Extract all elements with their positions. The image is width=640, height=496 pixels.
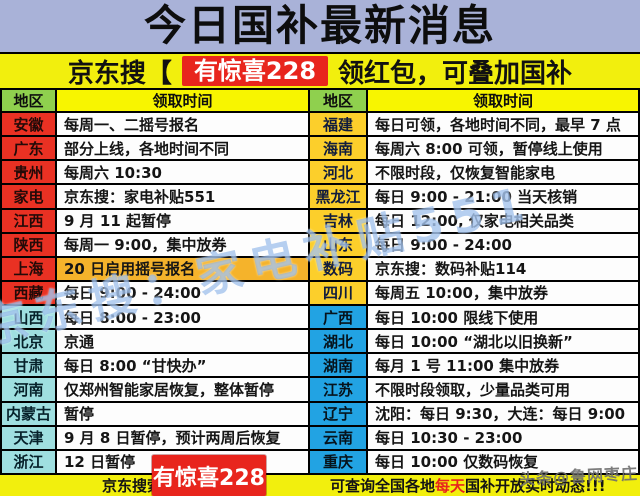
region-cell: 江西 — [2, 209, 55, 232]
region-cell: 云南 — [310, 426, 366, 449]
region-cell: 陕西 — [2, 233, 55, 256]
time-cell: 每日 10:00 仅数码恢复 — [368, 450, 638, 473]
page-title: 今日国补最新消息 — [143, 1, 496, 50]
region-cell: 辽宁 — [310, 402, 366, 425]
footer-text: 可查询全国各地每天国补开放实时动态!!! — [330, 477, 606, 495]
time-cell-highlighted: 20 日启用摇号报名 — [57, 257, 308, 280]
title-bar: 今日国补最新消息 — [0, 0, 640, 52]
region-cell: 广西 — [310, 306, 366, 329]
region-cell: 贵州 — [2, 161, 55, 184]
region-cell: 甘肃 — [2, 354, 55, 377]
surprise-badge-bottom: 有惊喜228 — [152, 455, 266, 496]
time-cell: 不限时段领取，少量品类可用 — [368, 378, 638, 401]
region-cell: 黑龙江 — [310, 185, 366, 208]
subsidy-table: 地区 领取时间 地区 领取时间 安徽 每周一、二摇号报名 福建 每日可领，各地时… — [0, 88, 640, 475]
time-cell: 每日 10:00 “湖北以旧换新” — [368, 330, 638, 353]
region-cell: 天津 — [2, 426, 55, 449]
region-cell: 上海 — [2, 257, 55, 280]
region-cell: 山西 — [2, 306, 55, 329]
region-cell: 浙江 — [2, 450, 55, 473]
region-cell: 家电 — [2, 185, 55, 208]
time-cell: 9 月 8 日暂停，预计两周后恢复 — [57, 426, 308, 449]
time-cell: 每日 9:00 - 24:00 — [368, 233, 638, 256]
time-cell: 每日 9:00 - 21:00 当天核销 — [368, 185, 638, 208]
region-cell: 海南 — [310, 137, 366, 160]
time-cell: 每周一、二摇号报名 — [57, 113, 308, 136]
header-time-left: 领取时间 — [57, 90, 308, 111]
region-cell: 四川 — [310, 281, 366, 305]
region-cell: 数码 — [310, 257, 366, 280]
time-cell: 每日 9:00 - 24:00 — [57, 281, 308, 305]
promo-prefix: 京东搜【 — [67, 58, 172, 89]
time-cell: 每日 12:00, 仅家电相关品类 — [368, 209, 638, 232]
time-cell: 京东搜：数码补贴114 — [368, 257, 638, 280]
time-cell: 不限时段，仅恢复智能家电 — [368, 161, 638, 184]
time-cell: 京东搜：家电补贴551 — [57, 185, 308, 208]
region-cell: 北京 — [2, 330, 55, 353]
region-cell: 福建 — [310, 113, 366, 136]
time-cell: 每日可领，各地时间不同，最早 7 点 — [368, 113, 638, 136]
time-cell: 每周六 8:00 可领，暂停线上使用 — [368, 137, 638, 160]
header-region-right: 地区 — [310, 90, 366, 111]
time-cell: 沈阳：每日 9:30，大连：每日 9:00 — [368, 402, 638, 425]
time-cell: 每日 8:00 “甘快办” — [57, 354, 308, 377]
footer-prefix: 京东搜索 — [102, 477, 163, 495]
region-cell: 内蒙古 — [2, 402, 55, 425]
time-cell: 每周六 10:30 — [57, 161, 308, 184]
region-cell: 山东 — [310, 233, 366, 256]
time-cell: 每月 1 号 11:00 集中放券 — [368, 354, 638, 377]
region-cell: 广东 — [2, 137, 55, 160]
footer-highlight: 每天 — [435, 477, 466, 495]
header-time-right: 领取时间 — [368, 90, 638, 111]
time-cell: 仅郑州智能家居恢复，整体暂停 — [57, 378, 308, 401]
region-cell: 湖北 — [310, 330, 366, 353]
time-cell: 每周五 10:00，集中放券 — [368, 281, 638, 305]
time-cell: 9 月 11 起暂停 — [57, 209, 308, 232]
region-cell: 吉林 — [310, 209, 366, 232]
time-cell: 京通 — [57, 330, 308, 353]
region-cell: 湖南 — [310, 354, 366, 377]
time-cell: 每周一 9:00，集中放券 — [57, 233, 308, 256]
region-cell: 河南 — [2, 378, 55, 401]
promo-suffix: 领红包，可叠加国补 — [338, 58, 573, 89]
region-cell: 重庆 — [310, 450, 366, 473]
time-cell: 暂停 — [57, 402, 308, 425]
time-cell: 每日 10:30 - 23:00 — [368, 426, 638, 449]
region-cell: 西藏 — [2, 281, 55, 305]
region-cell: 河北 — [310, 161, 366, 184]
surprise-badge-top: 有惊喜228 — [181, 55, 329, 87]
header-region-left: 地区 — [2, 90, 55, 111]
time-cell: 每日 8:00 - 23:00 — [57, 306, 308, 329]
region-cell: 江苏 — [310, 378, 366, 401]
time-cell: 每日 10:00 限线下使用 — [368, 306, 638, 329]
time-cell: 部分上线，各地时间不同 — [57, 137, 308, 160]
region-cell: 安徽 — [2, 113, 55, 136]
footer-banner: 京东搜索 可查询全国各地每天国补开放实时动态!!! — [0, 475, 640, 496]
promo-banner: 京东搜【 有惊喜228 领红包，可叠加国补 — [0, 52, 640, 89]
